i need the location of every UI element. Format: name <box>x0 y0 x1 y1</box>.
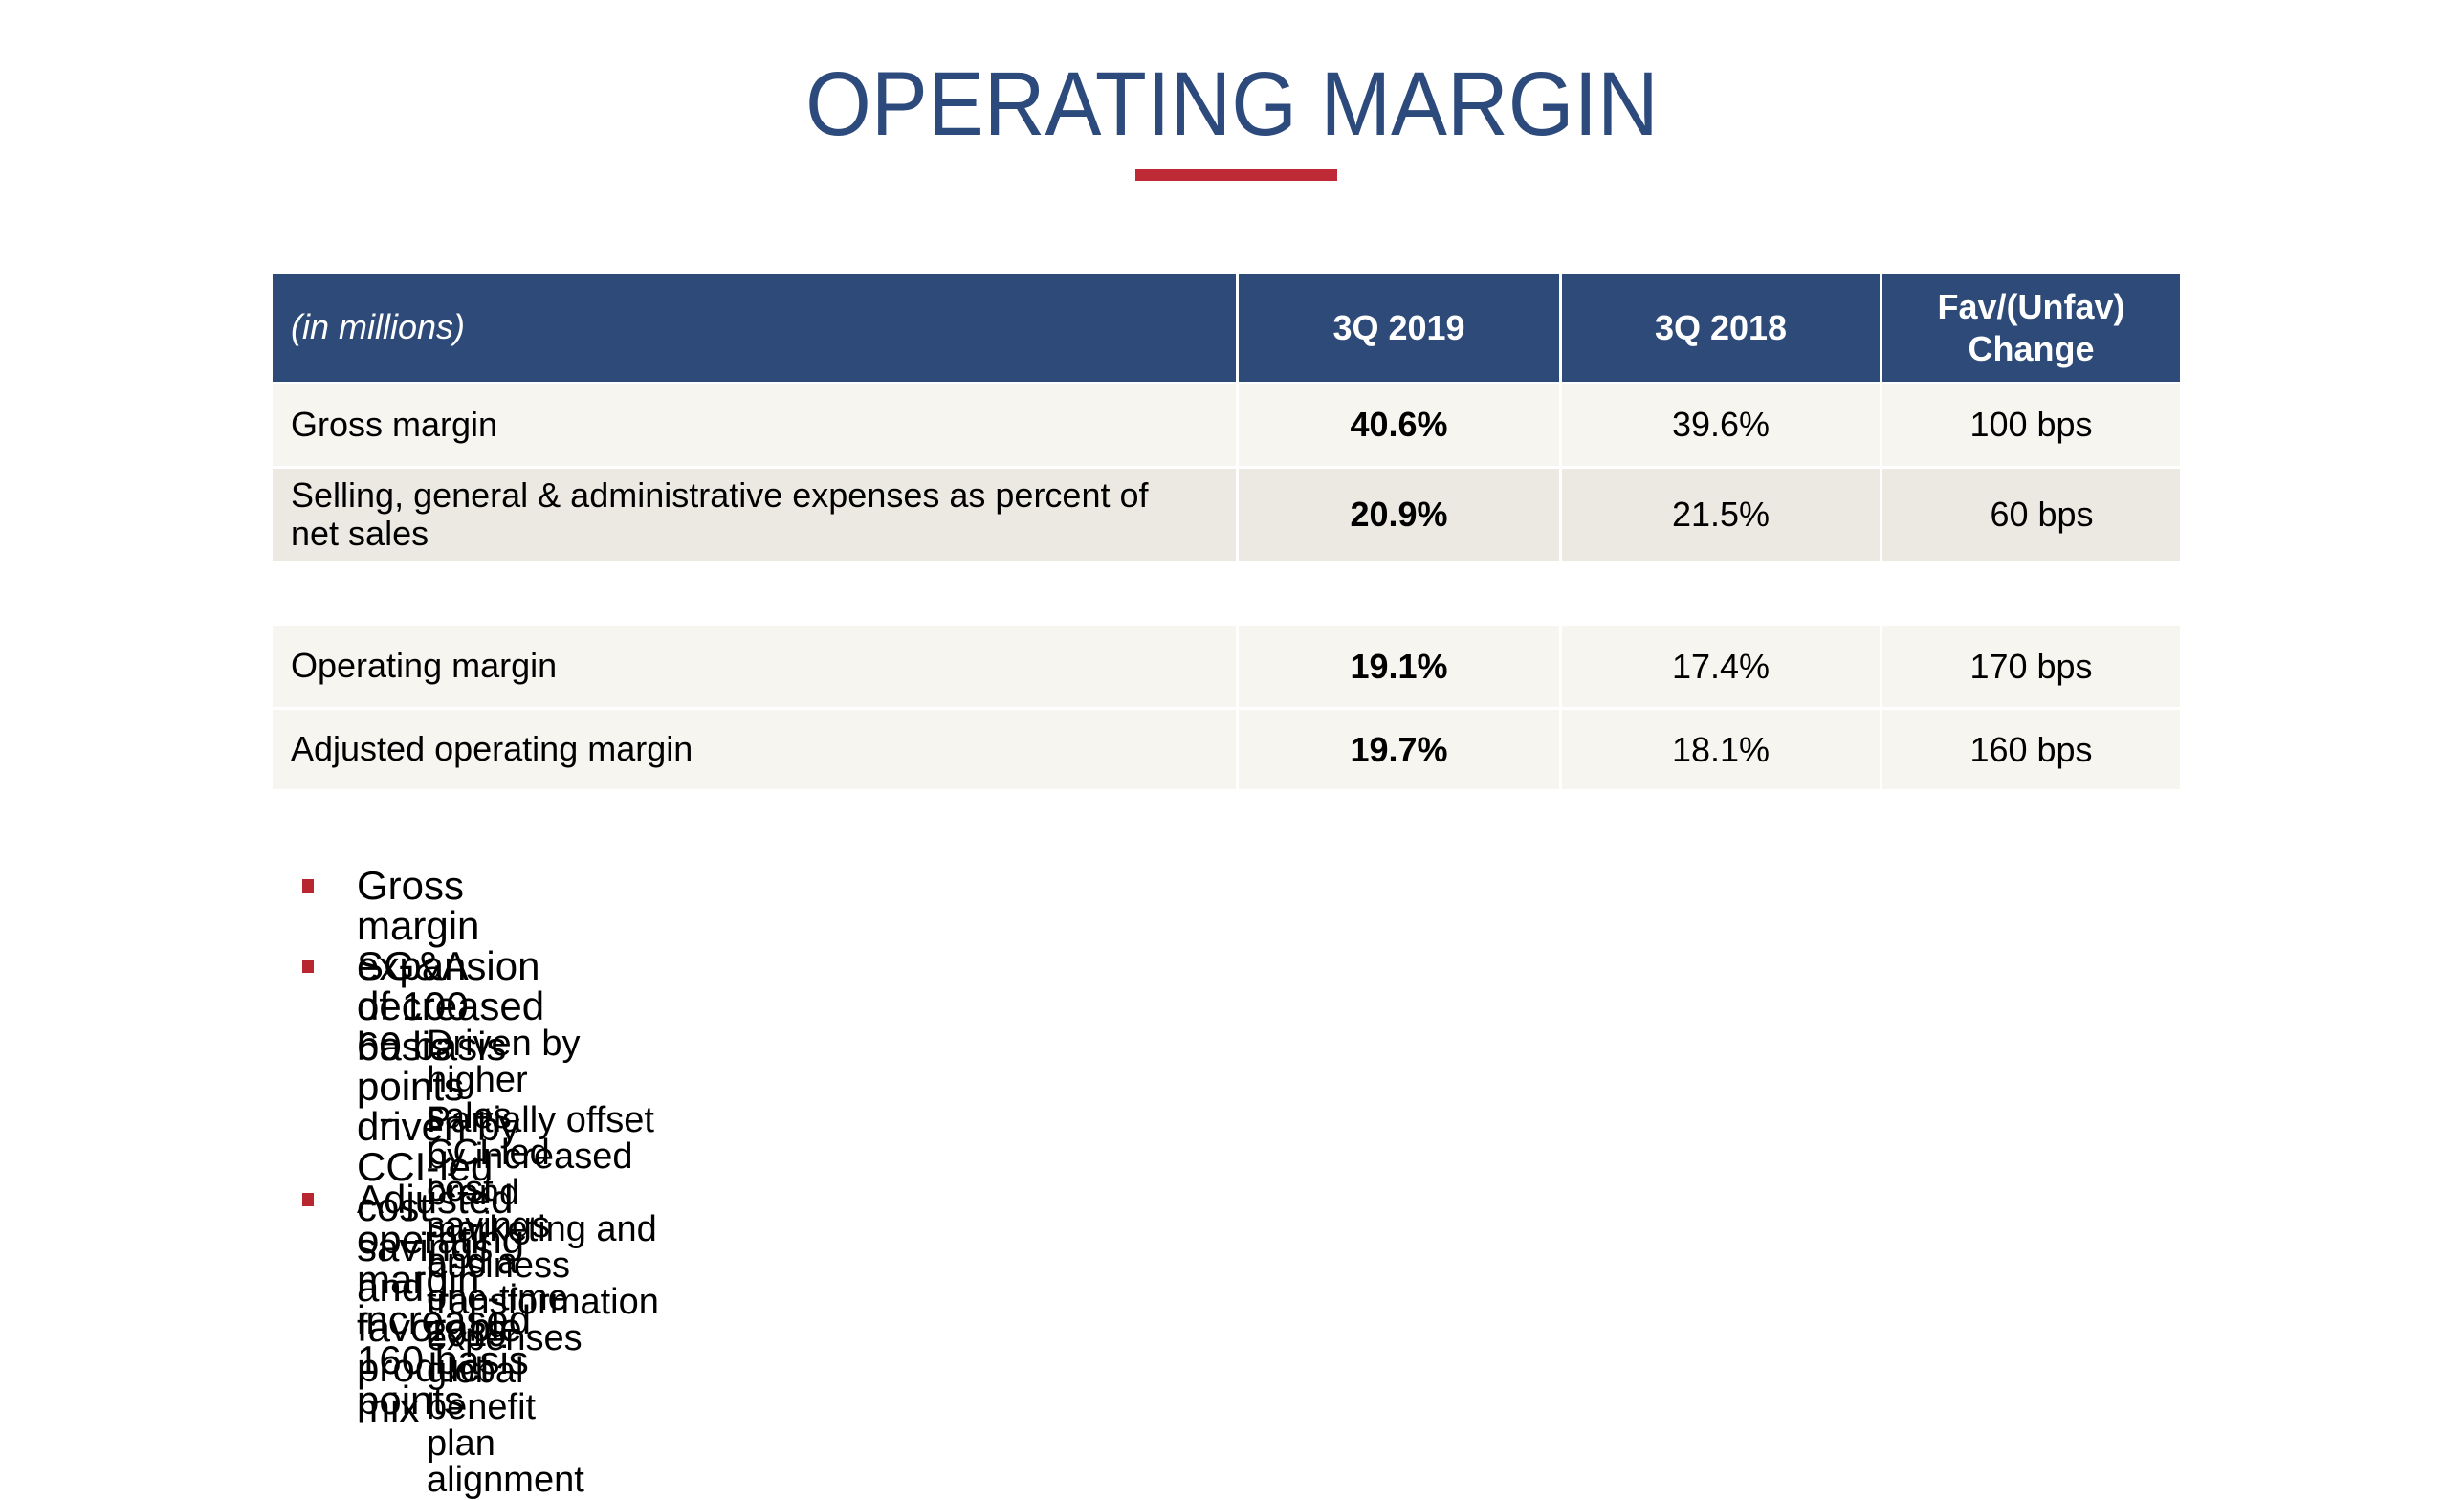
value-change: 60 bps <box>1882 469 2180 561</box>
value-3q-2019: 20.9% <box>1239 469 1559 561</box>
row-label: Selling, general & administrative expens… <box>273 469 1236 561</box>
sub-bullet-dash-icon: − <box>379 1100 400 1139</box>
value-3q-2019: 40.6% <box>1239 384 1559 466</box>
header-3q-2019: 3Q 2019 <box>1239 274 1559 382</box>
table-row: Adjusted operating margin 19.7% 18.1% 16… <box>273 710 2180 789</box>
table-row: Gross margin 40.6% 39.6% 100 bps <box>273 384 2180 466</box>
header-change: Fav/(Unfav) Change <box>1882 274 2180 382</box>
header-change-line2: Change <box>1968 328 2095 368</box>
row-label-line2: net sales <box>291 514 429 553</box>
value-3q-2019: 19.7% <box>1239 710 1559 789</box>
value-change: 100 bps <box>1882 384 2180 466</box>
bullet-item: SG&A decreased 60 basis points <box>357 943 545 1109</box>
table-header-row: (in millions) 3Q 2019 3Q 2018 Fav/(Unfav… <box>273 274 2180 382</box>
value-3q-2018: 39.6% <box>1562 384 1880 466</box>
sub-bullet-dash-icon: − <box>379 1024 400 1063</box>
row-label-line1: Selling, general & administrative expens… <box>291 474 1149 515</box>
value-3q-2018: 21.5% <box>1562 469 1880 561</box>
value-3q-2019: 19.1% <box>1239 626 1559 707</box>
value-change-text: 60 bps <box>1990 495 2094 534</box>
title-underline-accent <box>1135 169 1337 181</box>
header-units: (in millions) <box>273 274 1236 382</box>
value-3q-2018: 17.4% <box>1562 626 1880 707</box>
bullet-square-icon <box>302 960 314 973</box>
header-3q-2018: 3Q 2018 <box>1562 274 1880 382</box>
value-change: 160 bps <box>1882 710 2180 789</box>
bullet-square-icon <box>302 879 314 893</box>
table-row: Operating margin 19.1% 17.4% 170 bps <box>273 626 2180 707</box>
page-title: OPERATING MARGIN <box>805 54 1659 155</box>
bullet-square-icon <box>302 1193 314 1206</box>
header-change-line1: Fav/(Unfav) <box>1937 287 2125 327</box>
row-label: Operating margin <box>273 626 1236 707</box>
row-label: Adjusted operating margin <box>273 710 1236 789</box>
value-3q-2018: 18.1% <box>1562 710 1880 789</box>
table-row: Selling, general & administrative expens… <box>273 469 2180 561</box>
value-change: 170 bps <box>1882 626 2180 707</box>
bullet-item: Adjusted operating margin increased 160 … <box>357 1177 532 1423</box>
row-label: Gross margin <box>273 384 1236 466</box>
